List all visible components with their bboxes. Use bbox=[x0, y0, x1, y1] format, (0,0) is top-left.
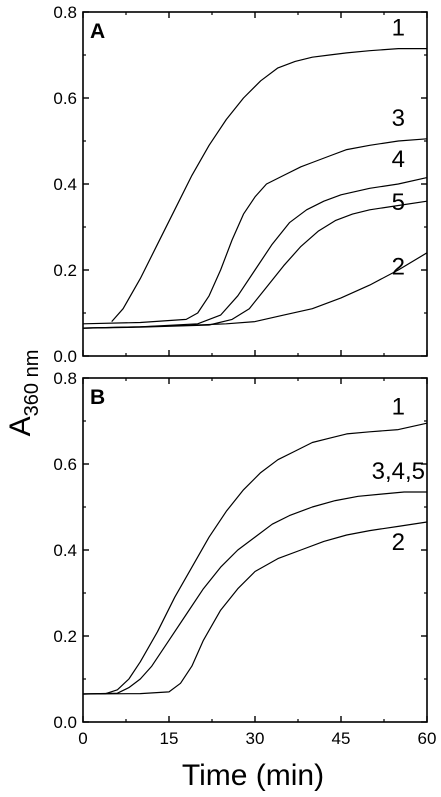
panel-b: 0.0 0.2 0.4 0.6 0.8 0 15 30 45 60 1 3,4,5 2 B bbox=[53, 369, 436, 748]
curve-label: 2 bbox=[392, 253, 405, 280]
y-tick-label: 0.0 bbox=[53, 713, 77, 732]
y-tick-label: 0.2 bbox=[53, 627, 77, 646]
panel-letter: B bbox=[90, 386, 105, 409]
series-line-1 bbox=[111, 47, 427, 322]
series-line-1 bbox=[82, 422, 428, 695]
y-axis-title-sub: 360 nm bbox=[21, 350, 43, 417]
plot-frame bbox=[82, 11, 428, 357]
y-tick-label: 0.8 bbox=[53, 369, 77, 388]
curve-label: 3,4,5 bbox=[372, 458, 425, 485]
series-line-4 bbox=[82, 177, 428, 329]
panel-letter: A bbox=[90, 20, 105, 43]
y-tick-label: 0.8 bbox=[53, 3, 77, 22]
y-axis-title-main: A bbox=[4, 416, 37, 436]
x-tick-label: 15 bbox=[160, 729, 179, 748]
y-tick-label: 0.2 bbox=[53, 261, 77, 280]
y-tick-label: 0.6 bbox=[53, 89, 77, 108]
series-line-3-4-5 bbox=[82, 491, 427, 695]
y-tick-label: 0.6 bbox=[53, 455, 77, 474]
x-tick-label: 45 bbox=[332, 729, 351, 748]
x-tick-label: 30 bbox=[246, 729, 265, 748]
x-tick-label: 0 bbox=[78, 729, 87, 748]
curve-label: 5 bbox=[392, 189, 405, 216]
y-axis-title: A360 nm bbox=[4, 350, 43, 437]
series-line-5 bbox=[82, 200, 428, 329]
curve-label: 4 bbox=[392, 146, 405, 173]
x-axis-title: Time (min) bbox=[182, 759, 324, 792]
panel-a: 0.0 0.2 0.4 0.6 0.8 1 3 4 5 2 A bbox=[53, 3, 428, 366]
y-tick-label: 0.4 bbox=[53, 541, 77, 560]
x-tick-label: 60 bbox=[418, 729, 437, 748]
series-line-2 bbox=[82, 252, 428, 329]
series-line-3 bbox=[82, 138, 428, 325]
curve-label: 1 bbox=[392, 394, 405, 421]
y-tick-label: 0.4 bbox=[53, 175, 77, 194]
curve-label: 3 bbox=[392, 105, 405, 132]
series-line-2 bbox=[82, 521, 428, 695]
curve-label: 2 bbox=[392, 529, 405, 556]
y-tick-label: 0.0 bbox=[53, 347, 77, 366]
svg-text:A360 nm: A360 nm bbox=[4, 350, 43, 437]
curve-label: 1 bbox=[392, 15, 405, 42]
